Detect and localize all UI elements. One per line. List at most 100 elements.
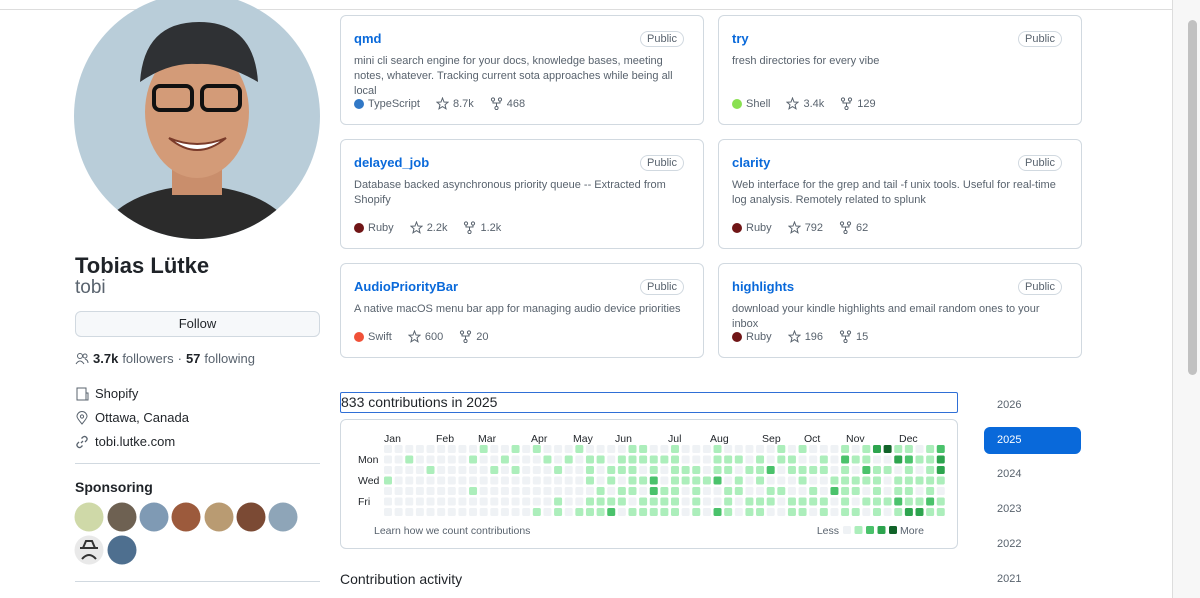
contribution-cell[interactable] [554, 445, 563, 453]
contribution-cell[interactable] [883, 455, 892, 464]
contribution-cell[interactable] [766, 455, 775, 464]
contribution-cell[interactable] [532, 466, 541, 474]
fork-count[interactable]: 15 [856, 330, 869, 343]
contribution-cell[interactable] [596, 497, 605, 506]
contribution-cell[interactable] [511, 476, 520, 485]
contribution-cell[interactable] [681, 455, 690, 464]
contribution-cell[interactable] [469, 476, 478, 485]
contribution-cell[interactable] [862, 476, 871, 485]
contribution-cell[interactable] [713, 508, 722, 516]
contribution-cell[interactable] [575, 476, 584, 485]
contribution-cell[interactable] [681, 476, 690, 485]
contribution-cell[interactable] [830, 455, 839, 464]
contribution-cell[interactable] [639, 476, 648, 485]
contribution-cell[interactable] [649, 508, 658, 516]
contribution-cell[interactable] [702, 466, 711, 474]
repo-name[interactable]: AudioPriorityBar [354, 279, 459, 294]
year-button[interactable]: 2025 [984, 427, 1081, 454]
contribution-cell[interactable] [713, 476, 722, 485]
contribution-cell[interactable] [649, 487, 658, 495]
contribution-cell[interactable] [532, 476, 541, 485]
contribution-cell[interactable] [692, 508, 701, 516]
contribution-cell[interactable] [702, 508, 711, 516]
contribution-cell[interactable] [479, 487, 488, 495]
contribution-cell[interactable] [500, 476, 509, 485]
contribution-cell[interactable] [787, 466, 796, 474]
contribution-cell[interactable] [628, 455, 637, 464]
contribution-cell[interactable] [862, 466, 871, 474]
contribution-cell[interactable] [447, 445, 456, 453]
contribution-cell[interactable] [596, 508, 605, 516]
contribution-cell[interactable] [500, 445, 509, 453]
contribution-cell[interactable] [926, 455, 935, 464]
contribution-cell[interactable] [734, 445, 743, 453]
contribution-cell[interactable] [394, 476, 403, 485]
contribution-cell[interactable] [554, 487, 563, 495]
contribution-cell[interactable] [564, 497, 573, 506]
contribution-cell[interactable] [756, 497, 765, 506]
contribution-cell[interactable] [437, 445, 446, 453]
contribution-cell[interactable] [628, 466, 637, 474]
contribution-cell[interactable] [405, 487, 414, 495]
contribution-cell[interactable] [394, 445, 403, 453]
contribution-cell[interactable] [830, 508, 839, 516]
contribution-cell[interactable] [904, 476, 913, 485]
contribution-cell[interactable] [490, 508, 499, 516]
contribution-cell[interactable] [469, 445, 478, 453]
contribution-cell[interactable] [415, 487, 424, 495]
contribution-cell[interactable] [883, 508, 892, 516]
contribution-cell[interactable] [756, 487, 765, 495]
contribution-cell[interactable] [649, 445, 658, 453]
contribution-cell[interactable] [575, 445, 584, 453]
contribution-cell[interactable] [554, 455, 563, 464]
contribution-cell[interactable] [458, 487, 467, 495]
contribution-cell[interactable] [734, 476, 743, 485]
contribution-cell[interactable] [405, 455, 414, 464]
contribution-cell[interactable] [617, 455, 626, 464]
contribution-cell[interactable] [511, 445, 520, 453]
contribution-cell[interactable] [936, 445, 945, 453]
contribution-cell[interactable] [915, 476, 924, 485]
contribution-cell[interactable] [543, 455, 552, 464]
contribution-cell[interactable] [469, 455, 478, 464]
contribution-cell[interactable] [713, 497, 722, 506]
contribution-cell[interactable] [787, 497, 796, 506]
contribution-cell[interactable] [575, 487, 584, 495]
contribution-cell[interactable] [915, 466, 924, 474]
contribution-cell[interactable] [692, 445, 701, 453]
contribution-cell[interactable] [904, 508, 913, 516]
contribution-cell[interactable] [437, 508, 446, 516]
contribution-cell[interactable] [862, 487, 871, 495]
contribution-cell[interactable] [681, 487, 690, 495]
contribution-cell[interactable] [777, 508, 786, 516]
contribution-cell[interactable] [575, 497, 584, 506]
year-button[interactable]: 2021 [997, 573, 1022, 585]
contribution-cell[interactable] [894, 497, 903, 506]
contribution-cell[interactable] [469, 487, 478, 495]
contribution-cell[interactable] [490, 487, 499, 495]
contribution-cell[interactable] [628, 508, 637, 516]
contribution-cell[interactable] [862, 455, 871, 464]
contribution-cell[interactable] [862, 497, 871, 506]
contribution-cell[interactable] [649, 455, 658, 464]
contribution-cell[interactable] [639, 445, 648, 453]
contribution-cell[interactable] [841, 497, 850, 506]
contribution-cell[interactable] [596, 455, 605, 464]
contribution-cell[interactable] [585, 508, 594, 516]
contribution-cell[interactable] [447, 476, 456, 485]
contribution-cell[interactable] [596, 466, 605, 474]
contribution-cell[interactable] [819, 497, 828, 506]
contribution-cell[interactable] [617, 476, 626, 485]
contribution-cell[interactable] [575, 466, 584, 474]
contribution-cell[interactable] [660, 508, 669, 516]
year-button[interactable]: 2026 [997, 399, 1022, 411]
contribution-cell[interactable] [415, 445, 424, 453]
contribution-cell[interactable] [830, 445, 839, 453]
contribution-cell[interactable] [702, 455, 711, 464]
contribution-cell[interactable] [926, 487, 935, 495]
contribution-cell[interactable] [564, 466, 573, 474]
year-button[interactable]: 2022 [997, 538, 1022, 550]
contribution-cell[interactable] [490, 497, 499, 506]
contribution-cell[interactable] [787, 476, 796, 485]
contribution-cell[interactable] [787, 508, 796, 516]
